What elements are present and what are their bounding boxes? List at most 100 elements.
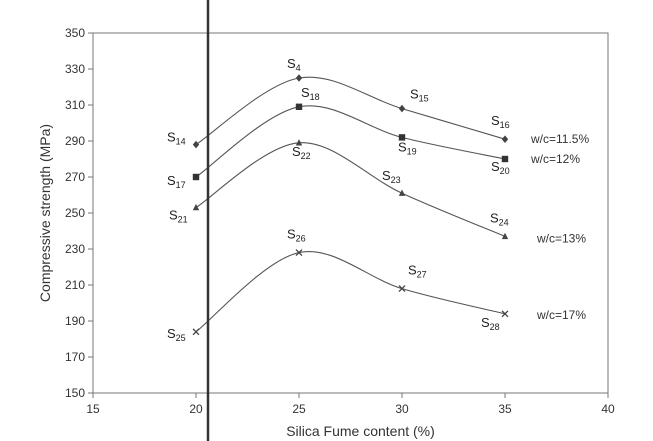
- point-label-letter: S: [169, 208, 178, 223]
- point-label: S23: [382, 168, 401, 185]
- point-label-letter: S: [481, 315, 490, 330]
- series-name-label: w/c=17%: [536, 308, 586, 322]
- point-label-subscript: 25: [176, 333, 186, 343]
- series-name-labels: w/c=11.5% w/c=12% w/c=13% w/c=17%: [530, 132, 589, 322]
- point-label: S14: [167, 130, 186, 147]
- point-label: S16: [491, 113, 510, 130]
- y-tick-label: 290: [65, 134, 85, 148]
- point-label-letter: S: [292, 144, 301, 159]
- data-point-marker: [398, 104, 406, 113]
- x-tick-label: 15: [86, 402, 100, 416]
- y-tick-label: 210: [65, 278, 85, 292]
- point-label: S4: [287, 56, 301, 73]
- point-label: S22: [292, 144, 311, 161]
- point-label: S17: [167, 173, 186, 190]
- x-axis-title: Silica Fume content (%): [286, 423, 435, 439]
- point-label-subscript: 28: [490, 322, 500, 332]
- point-label: S18: [301, 85, 320, 102]
- point-label-subscript: 17: [176, 180, 186, 190]
- series-line: [195, 76, 506, 146]
- point-label: S24: [490, 210, 509, 227]
- data-point-marker: [398, 189, 406, 196]
- point-label-subscript: 16: [500, 120, 510, 130]
- data-point-marker: [501, 232, 509, 240]
- series-name-label: w/c=12%: [530, 152, 580, 166]
- point-label-subscript: 4: [296, 63, 301, 73]
- series-line: [195, 105, 506, 178]
- marker-stroke: [501, 310, 509, 318]
- data-point-marker: [192, 173, 200, 181]
- point-label: S28: [481, 315, 500, 332]
- point-label-subscript: 24: [499, 217, 509, 227]
- data-point-marker: [398, 134, 406, 141]
- point-label-subscript: 27: [417, 270, 427, 280]
- point-label-subscript: 21: [178, 215, 188, 225]
- point-label: S21: [169, 208, 188, 225]
- point-label-subscript: 23: [391, 175, 401, 185]
- point-label-letter: S: [287, 56, 296, 71]
- data-point-marker: [501, 135, 509, 143]
- y-tick-label: 170: [65, 350, 85, 364]
- point-label-letter: S: [410, 87, 419, 102]
- data-point-marker: [192, 140, 200, 149]
- y-tick-label: 310: [65, 98, 85, 112]
- point-label-subscript: 14: [176, 137, 186, 147]
- x-tick-label: 30: [395, 402, 409, 416]
- y-tick-label: 270: [65, 170, 85, 184]
- data-point-marker: [501, 155, 509, 163]
- y-tick-label: 150: [65, 386, 85, 400]
- point-label-letter: S: [491, 159, 500, 174]
- y-tick-label: 190: [65, 314, 85, 328]
- x-tick-label: 20: [189, 402, 203, 416]
- point-label-letter: S: [398, 139, 407, 154]
- series-line: [195, 251, 506, 333]
- data-point-marker: [295, 249, 303, 257]
- marker-stroke: [295, 249, 303, 257]
- x-tick-label: 25: [292, 402, 306, 416]
- point-label: S27: [408, 263, 427, 280]
- point-label-subscript: 20: [500, 166, 510, 176]
- x-tick-label: 35: [498, 402, 512, 416]
- series-line: [195, 142, 506, 237]
- point-label-letter: S: [167, 326, 176, 341]
- point-label: S19: [398, 139, 417, 156]
- y-axis-title: Compressive strength (MPa): [37, 124, 53, 302]
- data-point-marker: [295, 139, 303, 146]
- point-label-letter: S: [382, 168, 391, 183]
- axes: 150 170 190 210 230 250 270 290 310 330 350 15 20 25 3…: [65, 26, 615, 416]
- y-tick-label: 250: [65, 206, 85, 220]
- series-name-label: w/c=11.5%: [530, 132, 589, 146]
- data-point-marker: [192, 328, 200, 336]
- series-lines: [195, 76, 506, 333]
- data-point-marker: [295, 74, 303, 82]
- point-label-letter: S: [167, 173, 176, 188]
- y-tick-label: 230: [65, 242, 85, 256]
- point-label-subscript: 18: [310, 92, 320, 102]
- point-label-subscript: 26: [296, 234, 306, 244]
- point-label-letter: S: [408, 263, 417, 278]
- data-point-marker: [192, 203, 200, 211]
- point-labels: S14S4S15S16S17S18S19S20S21S22S23S24S25S2…: [167, 56, 510, 343]
- data-point-marker: [295, 103, 303, 110]
- x-tick-label: 40: [601, 402, 615, 416]
- point-label: S15: [410, 87, 429, 104]
- marker-stroke: [192, 328, 200, 336]
- point-label: S25: [167, 326, 186, 343]
- data-point-marker: [398, 285, 406, 293]
- series-markers: [192, 74, 509, 336]
- point-label-letter: S: [301, 85, 310, 100]
- y-tick-label: 350: [65, 26, 85, 40]
- point-label-letter: S: [167, 130, 176, 145]
- point-label: S26: [287, 227, 306, 244]
- data-point-marker: [501, 310, 509, 318]
- y-tick-label: 330: [65, 62, 85, 76]
- point-label: S20: [491, 159, 510, 176]
- point-label-letter: S: [287, 227, 296, 242]
- marker-stroke: [398, 285, 406, 293]
- point-label-letter: S: [491, 113, 500, 128]
- point-label-subscript: 15: [419, 94, 429, 104]
- point-label-subscript: 19: [407, 146, 417, 156]
- point-label-letter: S: [490, 210, 499, 225]
- point-label-subscript: 22: [301, 151, 311, 161]
